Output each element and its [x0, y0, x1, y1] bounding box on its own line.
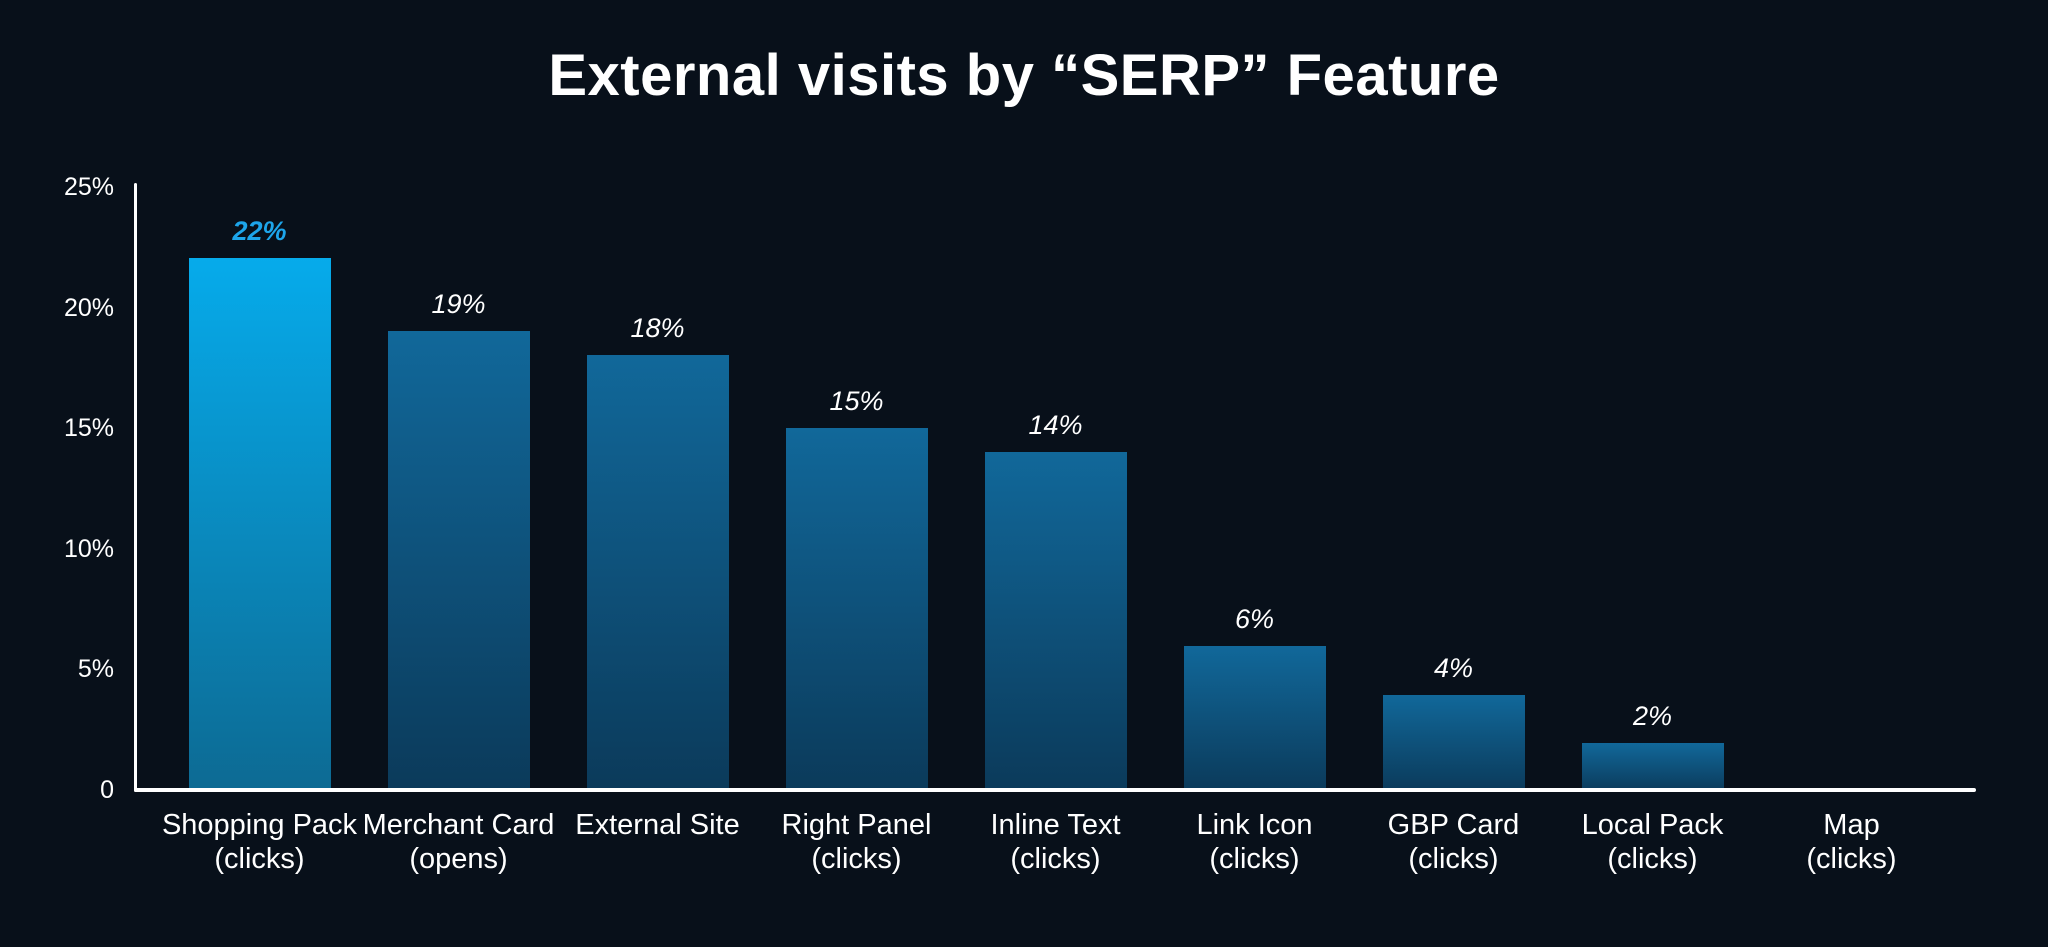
x-tick-label-line1: Inline Text: [990, 809, 1121, 841]
x-tick-label-line2: (opens): [409, 843, 508, 875]
bar-value-label: 4%: [1433, 653, 1474, 683]
y-tick-label: 20%: [63, 293, 114, 322]
x-tick-label: Map (clicks): [1752, 808, 1951, 876]
bar-group: 22%: [160, 185, 359, 792]
bar-value-label: 22%: [232, 216, 287, 246]
y-tick-label: 0: [100, 776, 114, 804]
x-tick-label-line2: (clicks): [1010, 843, 1101, 875]
y-axis-line: [134, 183, 137, 792]
bar-value-label: 15%: [829, 386, 884, 416]
bar-group: 4%: [1354, 185, 1553, 792]
bars-row: 22% 19% 18% 15% 14% 6% 4% 2%: [160, 185, 1951, 792]
x-tick-label-line2: (clicks): [1806, 843, 1897, 875]
bar-group: 18%: [558, 185, 757, 792]
bar-group: 15%: [757, 185, 956, 792]
x-tick-label-line1: Link Icon: [1196, 809, 1313, 841]
x-axis-tick-labels: Shopping Pack (clicks) Merchant Card (opens…: [160, 808, 1951, 876]
bar-group: 2%: [1553, 185, 1752, 792]
bar-value-label: 19%: [431, 289, 486, 319]
x-tick-label: Right Panel (clicks): [757, 808, 956, 876]
x-tick-label: GBP Card (clicks): [1354, 808, 1553, 876]
bar-group: [1752, 185, 1951, 792]
chart-title: External visits by “SERP” Feature: [548, 43, 1500, 108]
bar: [188, 258, 331, 792]
bar-value-label: 2%: [1632, 701, 1673, 731]
y-tick-label: 5%: [77, 655, 114, 684]
x-tick-label-line1: Shopping Pack: [161, 809, 358, 841]
x-tick-label-line2: (clicks): [1607, 843, 1698, 875]
x-axis-line: [134, 788, 1976, 792]
bar: [785, 428, 928, 792]
bar-group: 19%: [359, 185, 558, 792]
x-tick-label: Link Icon (clicks): [1155, 808, 1354, 876]
x-tick-label-line1: External Site: [575, 809, 740, 841]
bar: [586, 355, 729, 792]
x-tick-label-line2: (clicks): [811, 843, 902, 875]
x-tick-label: Merchant Card (opens): [359, 808, 558, 876]
x-tick-label-line1: GBP Card: [1387, 809, 1520, 841]
x-tick-label-line2: (clicks): [214, 843, 305, 875]
x-tick-label-line1: Local Pack: [1581, 809, 1724, 841]
x-tick-label-line2: (clicks): [1209, 843, 1300, 875]
x-tick-label: External Site: [558, 808, 757, 876]
bar: [1581, 743, 1724, 792]
x-tick-label-line1: Right Panel: [781, 809, 932, 841]
x-tick-label-line1: Map: [1823, 809, 1880, 841]
x-tick-label-line1: Merchant Card: [362, 809, 555, 841]
bar: [1183, 646, 1326, 792]
y-tick-label: 10%: [63, 534, 114, 563]
x-tick-label: Shopping Pack (clicks): [160, 808, 359, 876]
bar: [387, 331, 530, 792]
bar-value-label: 6%: [1234, 604, 1275, 634]
y-tick-label: 25%: [63, 173, 114, 201]
bar: [984, 452, 1127, 792]
bar-value-label: 18%: [630, 313, 685, 343]
y-tick-label: 15%: [63, 414, 114, 443]
bar: [1382, 695, 1525, 792]
bar-group: 6%: [1155, 185, 1354, 792]
x-tick-label-line2: (clicks): [1408, 843, 1499, 875]
bar-value-label: 14%: [1028, 410, 1083, 440]
bar-group: 14%: [956, 185, 1155, 792]
x-tick-label: Local Pack (clicks): [1553, 808, 1752, 876]
x-tick-label: Inline Text (clicks): [956, 808, 1155, 876]
